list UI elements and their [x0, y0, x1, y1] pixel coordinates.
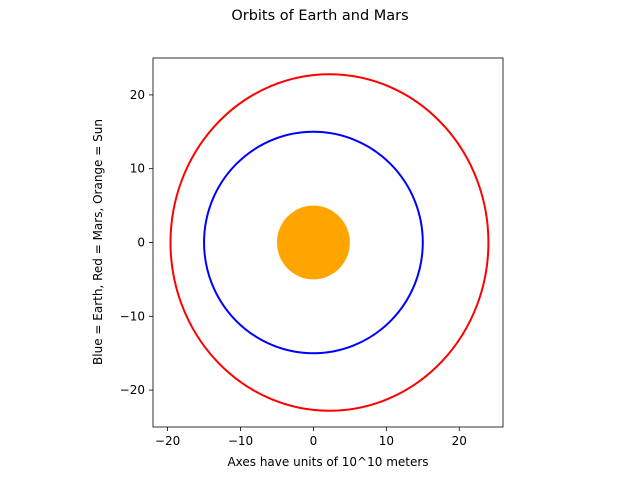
earth-orbit [203, 130, 424, 355]
y-tick-label: 10 [130, 162, 145, 176]
y-axis-label: Blue = Earth, Red = Mars, Orange = Sun [91, 119, 105, 365]
y-tick-label: 20 [130, 88, 145, 102]
y-tick-label: 0 [137, 236, 145, 250]
x-tick-label: 20 [452, 434, 467, 448]
sun-disk [276, 205, 350, 280]
mars-orbit [169, 73, 490, 412]
chart-title: Orbits of Earth and Mars [231, 8, 409, 24]
x-tick-label: 0 [310, 434, 318, 448]
y-tick-label: −10 [120, 309, 145, 323]
x-tick-label: −10 [228, 434, 253, 448]
x-tick-label: −20 [155, 434, 180, 448]
y-tick-label: −20 [120, 383, 145, 397]
x-axis-label: Axes have units of 10^10 meters [227, 455, 429, 469]
x-tick-label: 10 [379, 434, 394, 448]
